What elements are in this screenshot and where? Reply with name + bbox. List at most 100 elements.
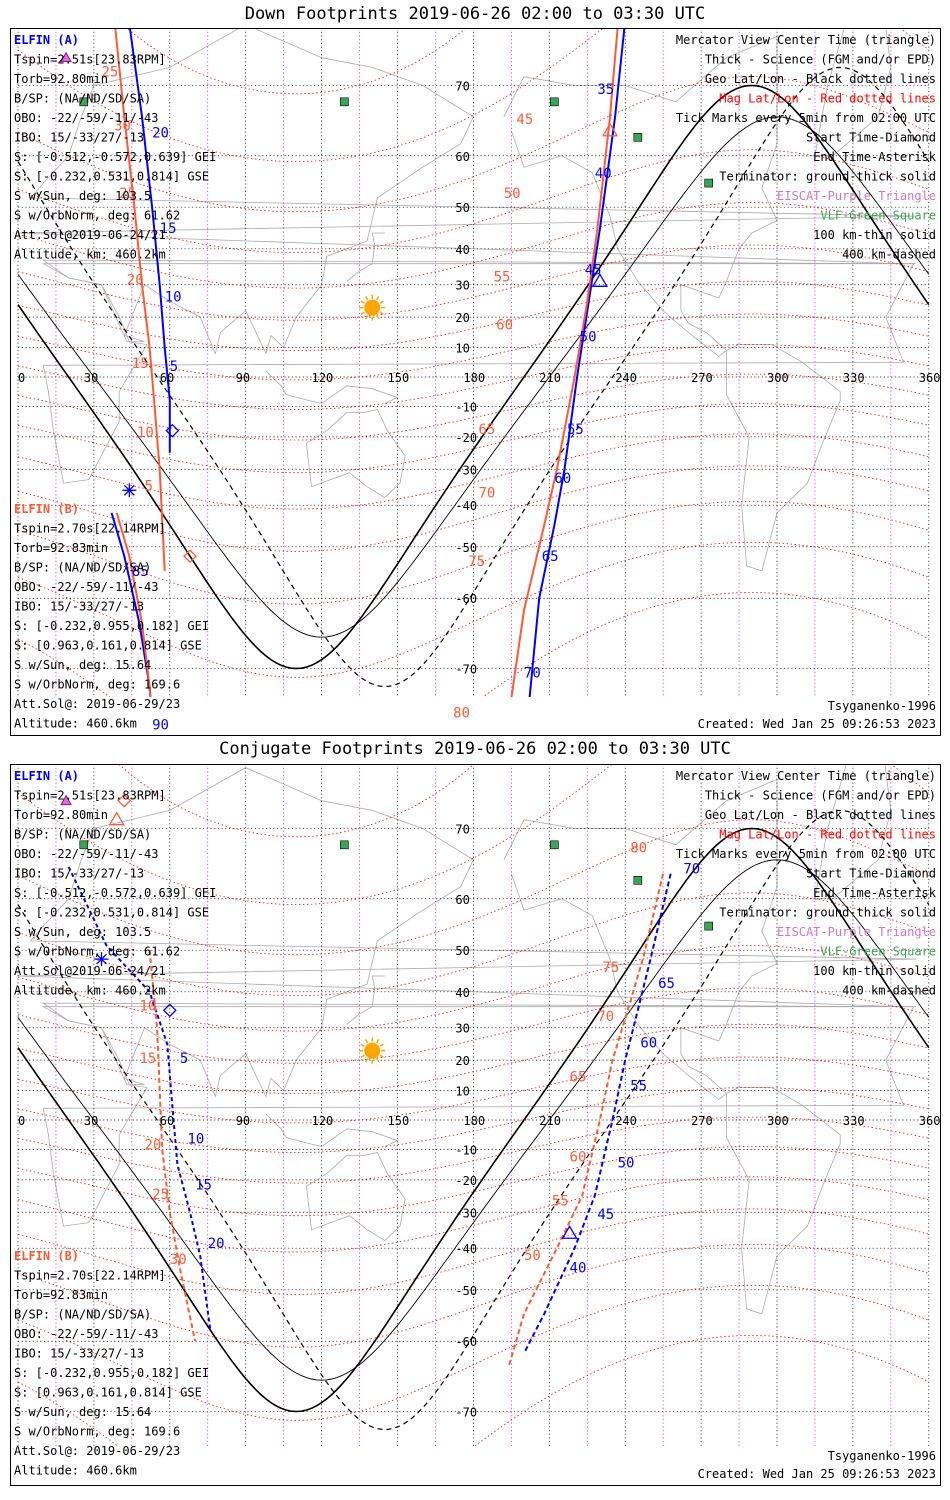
lon-tick-label: 360 (919, 371, 941, 385)
elfin-a-tick-label: 45 (585, 262, 602, 278)
elfin-b-info-line: S: [0.963,0.161,0.814] GSE (14, 639, 202, 653)
coastline-2 (306, 409, 406, 499)
lon-tick-label: 180 (463, 371, 485, 385)
mag-lat-gridline (17, 465, 929, 552)
vlf-station-square (79, 840, 89, 850)
sun-ray (376, 315, 380, 320)
elfin-b-info-line: Att.Sol@: 2019-06-29/23 (14, 1444, 180, 1458)
vlf-station-square (340, 97, 349, 107)
mag-lat-label: 15 (139, 1051, 156, 1067)
sun-ray (376, 1058, 380, 1063)
legend-line: 100 km-thin solid (813, 964, 936, 978)
elfin-b-info-line: Altitude: 460.6km (14, 1464, 137, 1478)
elfin-a-info-line: Att.Sol@2019-06-24/21 (14, 964, 166, 978)
elfin-a-info-line: S: [-0.512,-0.572,0.639] GEI (14, 886, 216, 900)
legend-line: Terminator: ground-thick solid (719, 906, 936, 920)
elfin-a-tick-label: 55 (567, 422, 584, 438)
elfin-b-info-line: Torb=92.83min (14, 541, 108, 555)
mag-lat-gridline (17, 1087, 929, 1153)
coastline-0 (17, 29, 917, 355)
elfin-a-conj-track-2 (523, 873, 672, 1354)
vlf-station-square (79, 97, 89, 107)
legend-line: Mercator View Center Time (triangle) (676, 769, 936, 783)
elfin-a-info-line: Tspin=2.51s[23.83RPM] (14, 789, 166, 803)
elfin-a-tick-label: 5 (170, 359, 178, 375)
coastline-4 (726, 1087, 841, 1315)
elfin-a-info-line: IBO: 15/-33/27/-13 (14, 131, 144, 145)
mag-lat-gridline (17, 280, 929, 351)
coastline-5 (814, 29, 892, 157)
lon-tick-label: 240 (615, 1114, 637, 1128)
mag-lat-gridline (17, 1116, 929, 1184)
elfin-a-info-line: Torb=92.80min (14, 72, 108, 86)
mag-lat-gridline (17, 1176, 929, 1253)
mag-lat-gridline (127, 29, 466, 95)
elfin-b-track-1 (114, 29, 166, 571)
vlf-station-square (340, 840, 349, 850)
elfin-a-info-line: S w/Sun, deg: 103.5 (14, 925, 151, 939)
elfin-a-info-line: Altitude, km: 460.2km (14, 248, 166, 262)
elfin-a-tick-label: 60 (640, 1035, 657, 1051)
mag-lat-gridline (17, 76, 929, 213)
mag-lat-gridline (17, 819, 929, 956)
elfin-b-info-line: B/SP: (NA/ND/SD/SA) (14, 1308, 151, 1322)
coastline-7 (265, 370, 399, 404)
legend-line: 100 km-thin solid (813, 228, 936, 242)
lon-tick-label: 120 (312, 1114, 334, 1128)
sun-ray (365, 315, 369, 320)
coastline-5 (814, 765, 892, 900)
legend-line: Mercator View Center Time (triangle) (676, 33, 936, 47)
mag-lat-gridline (17, 313, 929, 381)
lon-tick-label: 360 (919, 1114, 941, 1128)
mag-lat-label: 10 (137, 425, 154, 441)
elfin-a-tick-label: 5 (180, 1051, 188, 1067)
elfin-b-track-2 (510, 29, 619, 697)
mag-lat-label: 70 (478, 486, 495, 502)
lat-tick-label: 40 (455, 243, 469, 257)
mag-lat-gridline (17, 1284, 929, 1421)
mag-lat-gridline (17, 433, 929, 510)
legend-line: Thick - Science (FGM and/or EPD) (705, 789, 936, 803)
legend-line: Start Time-Diamond (806, 131, 936, 145)
map-layer (17, 765, 930, 1447)
lat-tick-label: -70 (455, 663, 477, 677)
mag-lat-gridline (17, 244, 929, 321)
elfin-b-info-line: Torb=92.83min (14, 1288, 108, 1302)
lat-tick-label: 10 (455, 1085, 469, 1099)
mag-lat-label: 30 (170, 1252, 187, 1268)
mag-lat-label: 65 (478, 422, 495, 438)
mag-lat-label: 15 (132, 356, 149, 372)
elfin-a-info-line: Att.Sol@2019-06-24/21 (14, 228, 166, 242)
elfin-a-track-3 (110, 512, 152, 697)
elfin-b-info-line: S w/OrbNorm, deg: 169.6 (14, 678, 180, 692)
elfin-a-center-triangle (561, 1224, 578, 1239)
lat-tick-label: 20 (455, 1054, 469, 1068)
map-down-footprints: 0 30 60 90 120 150 180 210 240 270 300 330 360 70 60 50… (10, 28, 941, 736)
elfin-a-end-asterisk (96, 953, 107, 965)
mag-lat-label: 80 (630, 840, 647, 856)
lon-tick-label: 210 (539, 371, 561, 385)
lat-tick-label: 60 (455, 893, 469, 907)
lat-tick-label: -50 (455, 1284, 477, 1298)
lon-tick-label: 60 (160, 371, 174, 385)
mag-lat-label: 30 (114, 119, 131, 135)
elfin-a-start-diamond (165, 423, 180, 438)
sun-ray (376, 296, 380, 301)
mag-lat-gridline (17, 1023, 929, 1094)
elfin-a-label: ELFIN (A) (14, 33, 79, 47)
elfin-a-tick-label: 50 (618, 1156, 635, 1172)
elfin-a-info-line: S: [-0.232,0.531,0.814] GSE (14, 170, 209, 184)
sun-ray (365, 1058, 369, 1063)
elfin-a-info-line: IBO: 15/-33/27/-13 (14, 867, 144, 881)
elfin-b-label: ELFIN (B) (14, 1249, 79, 1263)
elfin-a-tick-label: 35 (597, 82, 614, 98)
legend-line: Geo Lat/Lon - Black dotted lines (705, 72, 936, 86)
sun-ray (365, 1039, 369, 1044)
lat-tick-label: -30 (455, 463, 477, 477)
mag-lat-label: 5 (145, 478, 153, 494)
mag-lat-label: 60 (496, 317, 513, 333)
mag-lat-label: 25 (101, 65, 118, 81)
lat-tick-label: 30 (455, 279, 469, 293)
elfin-b-info-line: S w/Sun, deg: 15.64 (14, 1405, 151, 1419)
lon-tick-label: 30 (84, 1114, 98, 1128)
